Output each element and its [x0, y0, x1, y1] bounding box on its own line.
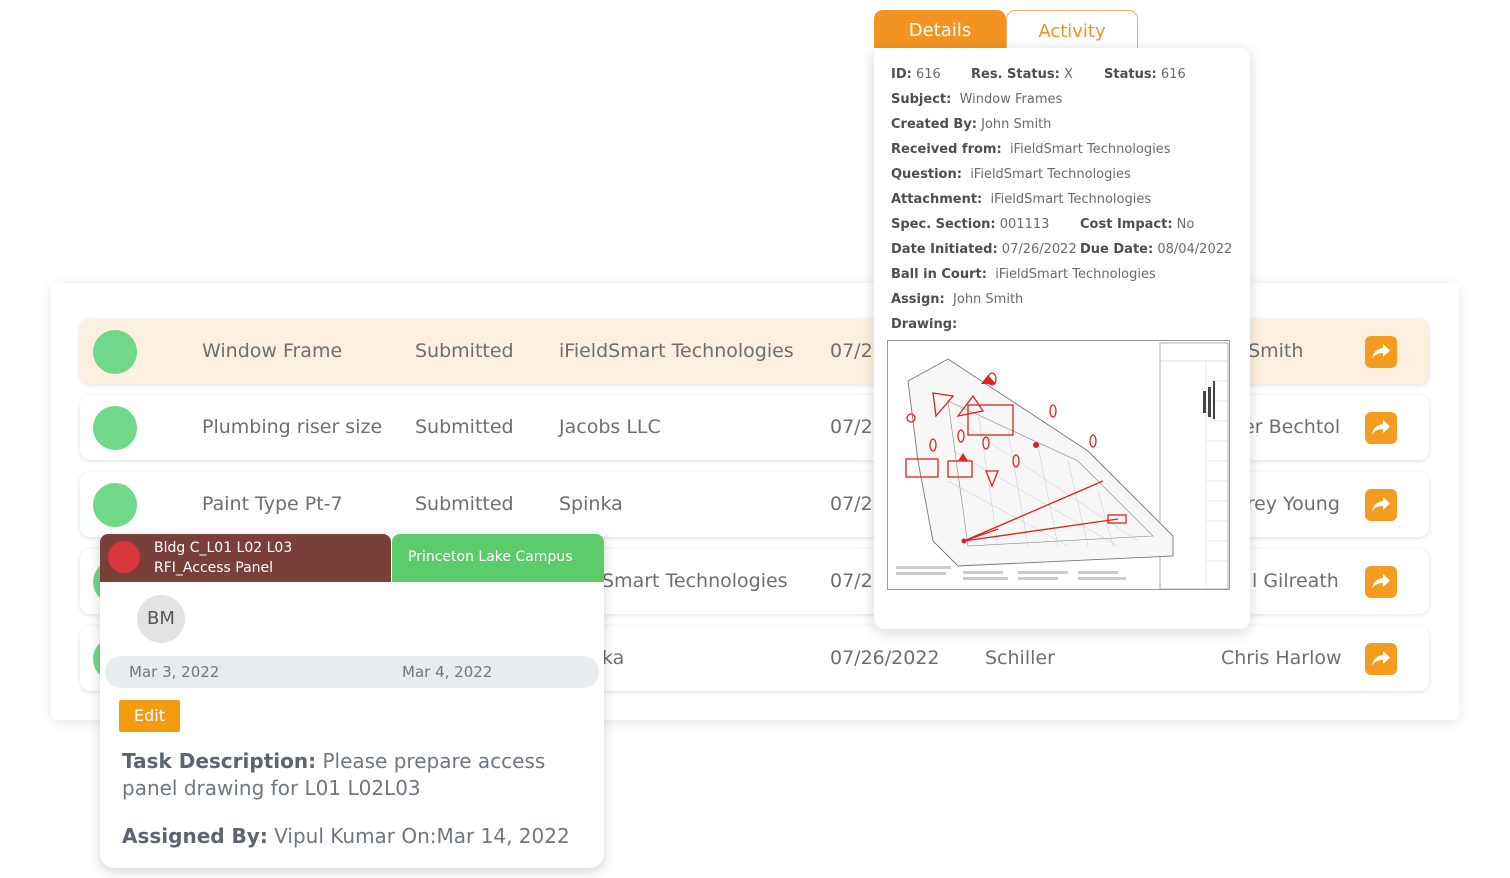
row-subject: Plumbing riser size [202, 416, 383, 438]
assigned-by-label: Assigned By: [122, 824, 268, 848]
assigned-by-text: Vipul Kumar On:Mar 14, 2022 [267, 824, 570, 848]
row-received-from: Spinka [559, 493, 623, 515]
project-label: Princeton Lake Campus [392, 534, 604, 582]
share-arrow-icon [1372, 574, 1390, 589]
detail-status: Status: 616 [1104, 67, 1186, 82]
status-dot [93, 483, 137, 527]
row-date: 07/26/2022 [830, 647, 940, 669]
row-assigned: ger Bechtol [1231, 416, 1341, 438]
row-status: Submitted [415, 493, 514, 515]
row-date: 07/26 [830, 340, 885, 362]
task-location: Bldg C_L01 L02 L03 [154, 540, 293, 556]
task-description-label: Task Description: [122, 749, 317, 773]
assigned-by: Assigned By: Vipul Kumar On:Mar 14, 2022 [122, 823, 570, 849]
share-arrow-icon [1372, 651, 1390, 666]
detail-assign: Assign: John Smith [891, 292, 1024, 307]
floor-plan-drawing [896, 342, 1229, 589]
detail-attachment: Attachment: iFieldSmart Technologies [891, 192, 1152, 207]
row-subject: Paint Type Pt-7 [202, 493, 343, 515]
task-header: Bldg C_L01 L02 L03 RFI_Access Panel [100, 534, 391, 582]
detail-id: ID: 616 [891, 67, 941, 82]
detail-date-initiated: Date Initiated: 07/26/2022 [891, 242, 1077, 257]
row-date: 07/26 [830, 493, 885, 515]
task-date-range: Mar 3, 2022 Mar 4, 2022 [105, 656, 599, 688]
row-date: 07/26 [830, 570, 885, 592]
detail-cost-impact: Cost Impact: No [1080, 217, 1195, 232]
tab-activity[interactable]: Activity [1006, 10, 1138, 52]
task-description-text: Please prepare access panel drawing for … [122, 749, 546, 800]
detail-due-date: Due Date: 08/04/2022 [1080, 242, 1233, 257]
start-date: Mar 3, 2022 [129, 663, 220, 681]
forward-button[interactable] [1365, 643, 1397, 675]
row-subject: Window Frame [202, 340, 343, 362]
forward-button[interactable] [1365, 489, 1397, 521]
row-status: Submitted [415, 416, 514, 438]
row-received-from: ka [602, 647, 625, 669]
status-dot [93, 330, 137, 374]
detail-received-from: Received from: iFieldSmart Technologies [891, 142, 1171, 157]
detail-drawing-label: Drawing: [891, 317, 958, 332]
forward-button[interactable] [1365, 336, 1397, 368]
detail-subject: Subject: Window Frames [891, 92, 1063, 107]
forward-button[interactable] [1365, 566, 1397, 598]
row-received-from: Smart Technologies [602, 570, 788, 592]
row-date: 07/26 [830, 416, 885, 438]
status-dot [93, 406, 137, 450]
task-description: Task Description: Please prepare access … [122, 748, 592, 802]
row-assigned: frey Young [1240, 493, 1340, 515]
end-date: Mar 4, 2022 [402, 663, 493, 681]
detail-res-status: Res. Status: X [971, 67, 1073, 82]
avatar: BM [137, 595, 185, 643]
priority-dot [108, 541, 140, 573]
row-received-from: iFieldSmart Technologies [559, 340, 794, 362]
forward-button[interactable] [1365, 412, 1397, 444]
task-title: RFI_Access Panel [154, 560, 274, 576]
row-ball-in-court: Schiller [985, 647, 1055, 669]
detail-question: Question: iFieldSmart Technologies [891, 167, 1131, 182]
row-received-from: Jacobs LLC [559, 416, 661, 438]
detail-ball-in-court: Ball in Court: iFieldSmart Technologies [891, 267, 1156, 282]
share-arrow-icon [1372, 420, 1390, 435]
details-popover: ID: 616 Res. Status: X Status: 616 Subje… [874, 48, 1250, 629]
task-card: Bldg C_L01 L02 L03 RFI_Access Panel Prin… [100, 534, 604, 868]
edit-button[interactable]: Edit [119, 700, 180, 732]
share-arrow-icon [1372, 344, 1390, 359]
row-assigned: l Gilreath [1252, 570, 1339, 592]
row-status: Submitted [415, 340, 514, 362]
row-assigned: Chris Harlow [1221, 647, 1342, 669]
tab-details[interactable]: Details [874, 10, 1006, 52]
drawing-thumbnail[interactable] [887, 340, 1230, 590]
detail-spec-section: Spec. Section: 001113 [891, 217, 1050, 232]
share-arrow-icon [1372, 497, 1390, 512]
detail-created-by: Created By: John Smith [891, 117, 1052, 132]
